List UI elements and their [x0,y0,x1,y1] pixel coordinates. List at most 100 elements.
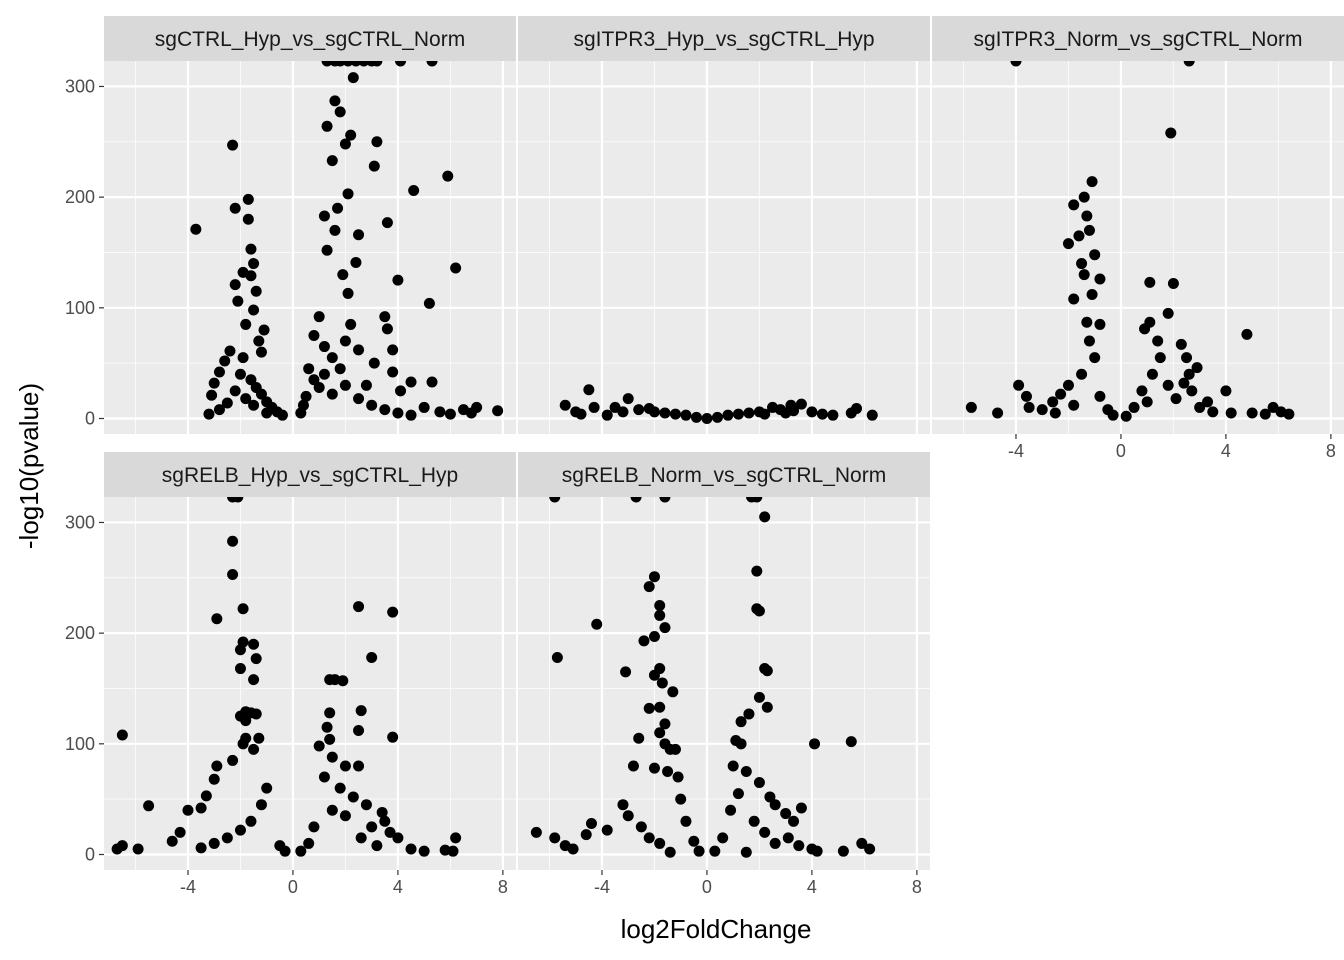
data-point [638,635,650,647]
data-point [722,409,734,421]
data-points [965,61,1295,422]
data-point [245,815,257,827]
y-tick-label: 200 [65,187,95,207]
data-point [633,732,645,744]
data-point [1107,409,1119,421]
data-point [208,837,220,849]
data-point [326,155,338,167]
data-point [1183,368,1195,380]
data-point [866,409,878,421]
data-point [1083,335,1095,347]
data-point [1162,307,1174,319]
data-point [208,773,220,785]
data-point [405,843,417,855]
facet-title: sgCTRL_Hyp_vs_sgCTRL_Norm [155,28,465,51]
data-point [1055,388,1067,400]
data-point [234,644,246,656]
data-point [780,407,792,419]
data-point [227,535,239,547]
data-point [248,674,260,686]
data-point [334,782,346,794]
data-point [1081,210,1093,222]
data-point [371,136,383,148]
facet-panel: sgITPR3_Norm_vs_sgCTRL_Norm -4 0 4 8 [932,16,1344,461]
data-point [232,497,244,503]
data-point [654,727,666,739]
data-point [851,403,863,415]
data-point [1181,352,1193,364]
data-point [308,329,320,341]
data-point [116,729,128,741]
data-point [1076,368,1088,380]
data-point [654,837,666,849]
data-point [1020,390,1032,402]
data-point [450,262,462,274]
data-point [1175,338,1187,350]
data-point [1086,176,1098,188]
x-tick-label: 0 [288,877,298,897]
data-point [549,497,561,503]
data-point [303,837,315,849]
data-point [680,409,692,421]
data-point [620,666,632,678]
x-tick-label: 4 [393,877,403,897]
data-point [690,411,702,423]
data-point [337,269,349,281]
data-points [530,497,876,858]
facet-title: sgITPR3_Norm_vs_sgCTRL_Norm [973,28,1302,51]
data-point [654,701,666,713]
data-point [345,129,357,141]
data-point [1094,318,1106,330]
data-point [353,601,365,613]
data-point [240,318,252,330]
data-point [1246,407,1258,419]
data-point [211,613,223,625]
data-point [1152,335,1164,347]
data-point [588,401,600,413]
facet-panels: sgCTRL_Hyp_vs_sgCTRL_Norm 0 100 200 300 sgITP… [65,16,1344,897]
plot-background [518,497,930,870]
x-tick-label: -4 [1008,441,1024,461]
data-point [326,388,338,400]
data-point [318,210,330,222]
data-point [195,802,207,814]
data-point [237,738,249,750]
data-point [530,826,542,838]
data-point [229,385,241,397]
y-tick-label: 100 [65,734,95,754]
data-point [261,407,273,419]
data-point [234,824,246,836]
data-point [735,716,747,728]
data-point [795,398,807,410]
data-point [1076,258,1088,270]
data-point [1013,379,1025,391]
data-point [444,408,456,420]
data-point [353,393,365,405]
data-point [240,715,252,727]
data-point [759,826,771,838]
data-point [648,571,660,583]
data-point [711,411,723,423]
data-point [601,409,613,421]
data-point [221,397,233,409]
data-point [360,799,372,811]
data-point [405,409,417,421]
data-point [339,810,351,822]
data-point [965,401,977,413]
data-point [332,202,344,214]
data-point [381,323,393,335]
data-point [334,363,346,375]
x-tick-label: 8 [1326,441,1336,461]
data-point [643,832,655,844]
data-point [242,213,254,225]
data-point [1259,408,1271,420]
data-point [255,799,267,811]
data-point [387,731,399,743]
data-point [353,344,365,356]
data-point [591,618,603,630]
data-point [245,243,257,255]
data-point [295,845,307,857]
plot-background [518,61,930,434]
data-point [635,821,647,833]
data-point [450,832,462,844]
